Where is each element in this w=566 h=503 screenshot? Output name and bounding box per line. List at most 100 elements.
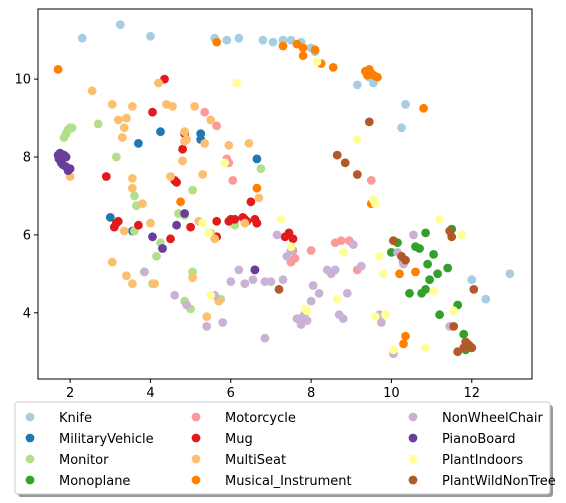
data-point (190, 102, 200, 111)
data-point (425, 275, 434, 285)
data-point (371, 312, 380, 322)
data-point (449, 306, 459, 316)
legend-entry-plantindoors: PlantIndoors (408, 453, 523, 468)
data-point (228, 176, 238, 185)
data-point (111, 152, 121, 162)
legend-label: Mug (225, 432, 253, 447)
data-point (373, 72, 382, 82)
data-point (256, 164, 266, 174)
data-point (212, 121, 222, 131)
data-point (170, 290, 180, 300)
data-point (134, 139, 143, 148)
legend-entry-multiseat: MultiSeat (191, 453, 286, 468)
data-point (429, 250, 438, 259)
plot-frame (37, 8, 533, 380)
data-point (278, 41, 288, 51)
data-point (127, 174, 137, 183)
data-point (421, 228, 430, 238)
legend-label: PlantWildNonTree (442, 474, 556, 489)
data-point (302, 316, 312, 325)
x-tick-label: 10 (383, 386, 400, 401)
legend-box (14, 401, 551, 495)
data-point (419, 103, 428, 113)
data-point (435, 310, 444, 320)
data-point (266, 277, 276, 286)
legend: Knife MilitaryVehicle Monitor Monoplane Moto… (14, 401, 556, 497)
data-point (276, 214, 286, 224)
series-plantindoors (198, 57, 467, 355)
data-point (379, 269, 388, 279)
data-point (328, 63, 338, 72)
data-point (260, 333, 270, 343)
data-point (107, 100, 117, 109)
data-point (65, 164, 75, 174)
data-point (336, 236, 346, 246)
data-point (53, 65, 63, 74)
data-point (122, 271, 131, 281)
legend-entry-nonwheelchair: NonWheelChair (408, 411, 544, 426)
series-plantwildnontree (274, 117, 479, 357)
legend-marker (25, 433, 35, 443)
data-point (356, 261, 366, 271)
legend-marker (408, 475, 418, 485)
data-point (421, 285, 430, 294)
legend-entry-musical-instrument: Musical_Instrument (191, 474, 352, 489)
data-point (138, 199, 147, 209)
legend-entry-plantwildnontree: PlantWildNonTree (408, 474, 556, 489)
legend-entry-pianoboard: PianoBoard (408, 432, 516, 447)
data-point (377, 318, 386, 327)
plot-points (53, 20, 515, 359)
data-point (401, 255, 410, 265)
legend-marker (408, 412, 418, 422)
y-tick-label: 6 (23, 228, 31, 243)
data-point (200, 139, 210, 148)
x-tick-label: 12 (463, 386, 480, 401)
data-point (246, 197, 256, 207)
legend-marker (408, 433, 418, 443)
legend-label: Monoplane (59, 474, 130, 489)
data-point (375, 251, 384, 261)
data-point (115, 20, 125, 29)
data-point (443, 263, 453, 273)
data-point (387, 248, 396, 257)
data-point (389, 345, 398, 355)
x-tick-label: 2 (66, 386, 74, 401)
data-point (447, 232, 457, 242)
data-point (423, 259, 432, 269)
data-point (268, 37, 278, 47)
data-point (166, 172, 175, 181)
data-point (206, 290, 216, 300)
data-point (332, 294, 342, 304)
data-point (202, 322, 212, 331)
data-point (117, 133, 127, 142)
data-point (338, 314, 348, 323)
data-point (298, 51, 308, 61)
data-point (397, 123, 406, 133)
data-point (61, 152, 71, 162)
legend-label: PianoBoard (442, 432, 516, 447)
data-point (252, 218, 262, 228)
data-point (421, 343, 430, 353)
data-point (198, 170, 208, 179)
data-point (234, 33, 244, 43)
data-point (180, 209, 190, 218)
data-point (250, 265, 260, 275)
data-point (342, 288, 352, 298)
data-point (244, 139, 254, 148)
data-point (146, 31, 155, 41)
data-point (449, 322, 459, 331)
data-point (481, 294, 491, 304)
data-point (140, 267, 149, 277)
data-point (146, 218, 155, 228)
data-point (204, 228, 214, 238)
data-point (178, 144, 188, 154)
data-point (310, 45, 320, 55)
data-point (399, 339, 408, 349)
data-point (230, 214, 240, 224)
data-point (290, 253, 300, 263)
data-point (198, 218, 208, 228)
data-point (340, 158, 350, 168)
data-point (405, 288, 414, 298)
data-point (107, 257, 117, 267)
data-point (206, 115, 216, 125)
